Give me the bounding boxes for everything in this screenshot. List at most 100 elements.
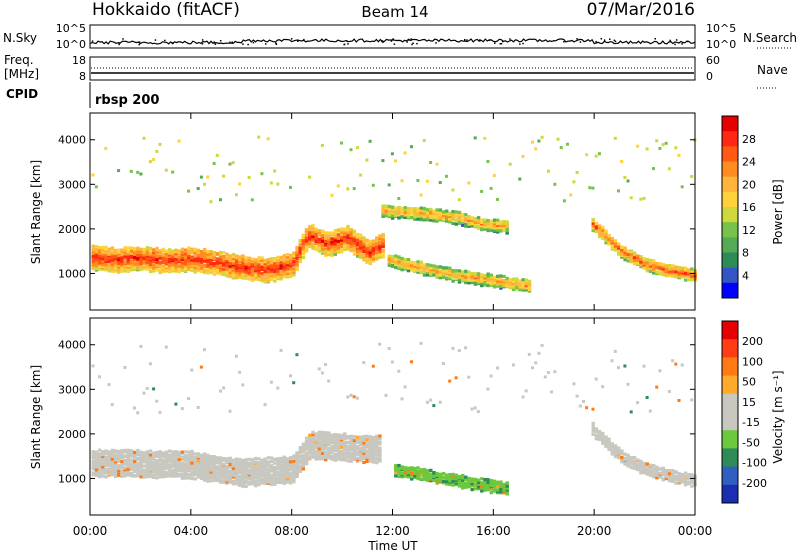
velocity-cell — [483, 478, 487, 482]
power-cell — [203, 251, 207, 255]
velocity-cell — [174, 456, 178, 460]
noise-search-point — [122, 38, 124, 40]
velocity-cell — [148, 468, 153, 472]
power-cell — [438, 276, 443, 280]
power-cell — [352, 241, 357, 245]
power-cell — [677, 271, 681, 275]
velocity-cell — [139, 459, 143, 463]
velocity-cell — [171, 450, 175, 454]
velocity-cell — [457, 479, 462, 484]
velocity-cell — [648, 463, 653, 467]
power-cell — [180, 252, 185, 256]
power-cell — [241, 261, 245, 265]
velocity-cell — [320, 446, 325, 450]
power-cell — [467, 181, 471, 185]
velocity-cell — [203, 463, 207, 467]
power-cell — [620, 249, 624, 253]
power-cell — [340, 240, 344, 244]
power-cell — [152, 251, 156, 255]
velocity-cell — [168, 474, 172, 478]
power-cell — [158, 142, 162, 146]
power-cell — [432, 268, 436, 272]
velocity-cell — [346, 440, 350, 445]
velocity-cell — [113, 467, 118, 471]
velocity-cell — [101, 459, 105, 463]
power-cell — [308, 225, 312, 229]
power-cell — [461, 218, 465, 222]
power-cell — [196, 256, 201, 260]
power-cell — [145, 247, 150, 251]
velocity-cell — [320, 452, 325, 456]
noise-search-point — [499, 43, 501, 45]
power-cell — [110, 255, 115, 260]
power-cell — [123, 251, 127, 255]
noise-search-point — [118, 42, 120, 44]
power-cell — [429, 161, 433, 164]
power-cell — [480, 220, 484, 224]
power-cell — [378, 241, 382, 245]
power-cell — [467, 224, 471, 228]
power-cell — [324, 231, 328, 235]
velocity-cell — [683, 480, 688, 484]
noise-search-point — [252, 41, 255, 44]
power-cell — [597, 232, 602, 237]
power-cell — [400, 256, 404, 261]
power-cell — [648, 258, 653, 262]
power-cell — [690, 278, 694, 282]
velocity-cell — [238, 466, 242, 470]
power-cell — [410, 207, 414, 211]
velocity-cell — [285, 467, 290, 471]
velocity-cell — [193, 456, 197, 460]
power-cell — [164, 264, 169, 269]
velocity-cell — [378, 437, 382, 441]
velocity-cell — [461, 486, 465, 490]
power-cell — [324, 250, 328, 254]
power-cell — [257, 135, 261, 139]
power-cell — [441, 214, 446, 218]
velocity-cell — [225, 457, 229, 461]
velocity-cell — [308, 436, 312, 440]
power-cell — [215, 268, 220, 272]
velocity-cell — [317, 430, 322, 434]
power-cell — [110, 266, 115, 270]
velocity-cell — [496, 490, 500, 494]
velocity-cell — [301, 444, 306, 448]
velocity-cell — [320, 445, 325, 449]
power-cell — [327, 242, 331, 246]
velocity-cell — [199, 453, 204, 457]
power-cell — [371, 257, 376, 261]
velocity-cell — [352, 439, 357, 443]
velocity-cell — [368, 443, 372, 447]
power-cell — [301, 250, 306, 254]
velocity-cell — [636, 401, 640, 405]
power-cell — [406, 207, 411, 211]
velocity-cell — [553, 370, 557, 374]
velocity-cell — [152, 455, 156, 459]
velocity-cell — [145, 455, 150, 460]
velocity-cell — [196, 406, 200, 409]
velocity-cell — [158, 454, 162, 458]
velocity-cell — [298, 446, 302, 450]
velocity-cell — [304, 444, 309, 449]
power-cell — [629, 256, 634, 260]
velocity-cell — [139, 456, 143, 460]
velocity-cell — [168, 453, 172, 457]
power-cell — [289, 271, 293, 275]
velocity-cell — [375, 445, 379, 449]
velocity-cell — [190, 473, 194, 477]
velocity-cell — [327, 434, 331, 438]
power-cell — [476, 272, 481, 276]
power-cell — [295, 246, 299, 250]
power-cell — [311, 242, 315, 246]
velocity-cell — [304, 447, 309, 451]
power-cell — [540, 135, 544, 139]
power-cell — [413, 264, 417, 268]
velocity-cell — [368, 452, 372, 456]
velocity-cell — [117, 454, 121, 458]
velocity-cell — [215, 456, 220, 460]
velocity-cell — [222, 475, 226, 479]
power-cell — [136, 262, 140, 266]
power-cell — [355, 247, 360, 251]
velocity-cell — [362, 435, 366, 439]
power-cell — [473, 222, 478, 226]
